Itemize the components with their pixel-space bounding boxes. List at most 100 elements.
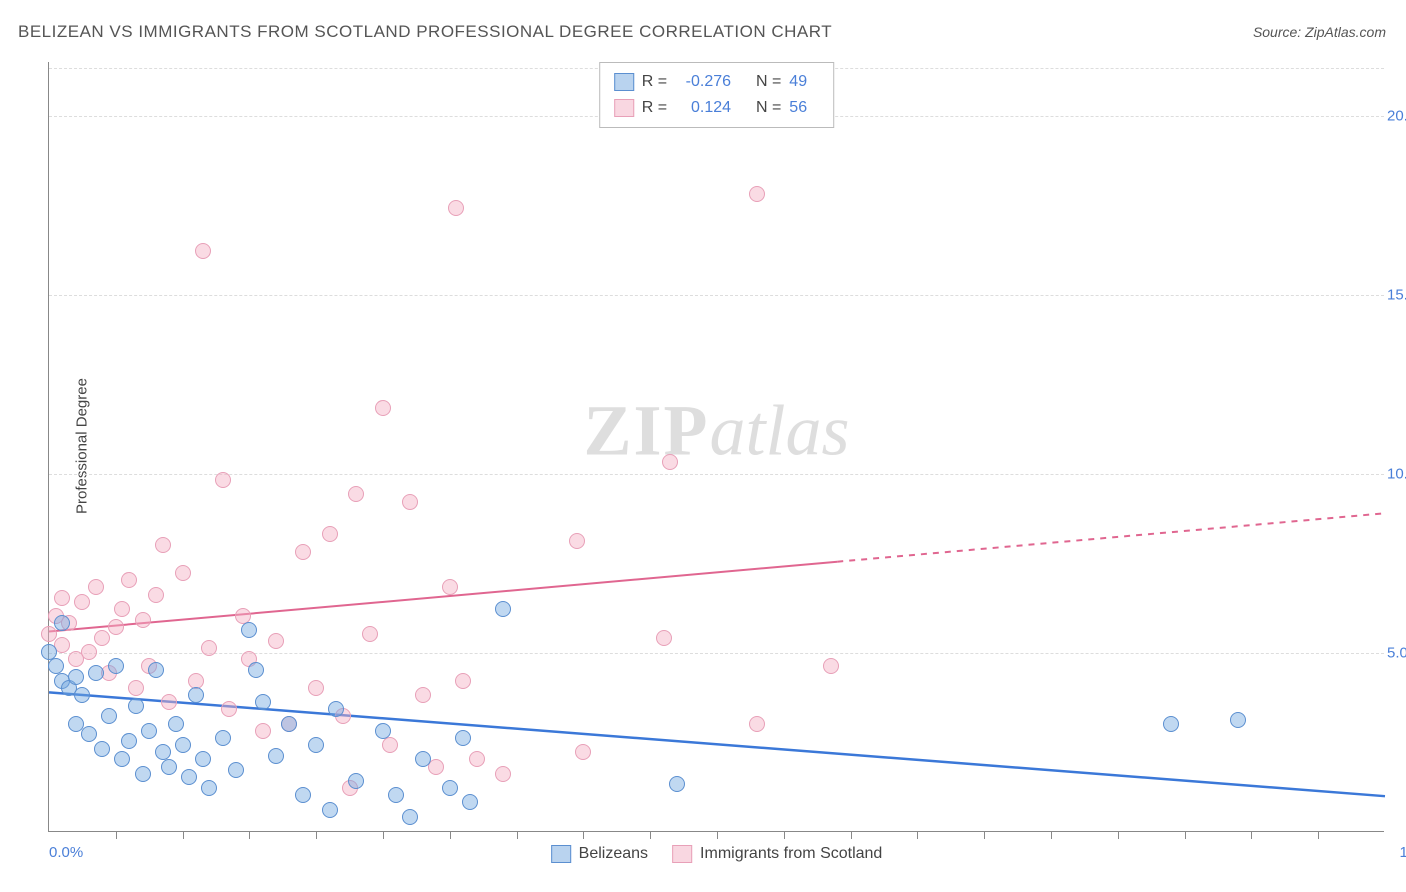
scatter-point (308, 737, 324, 753)
scatter-point (68, 669, 84, 685)
scatter-point (455, 673, 471, 689)
scatter-point (295, 787, 311, 803)
scatter-point (295, 544, 311, 560)
scatter-point (81, 644, 97, 660)
legend-item-blue: Belizeans (551, 845, 648, 863)
legend-label-pink: Immigrants from Scotland (700, 845, 882, 863)
scatter-point (348, 773, 364, 789)
scatter-point (749, 716, 765, 732)
scatter-point (201, 780, 217, 796)
legend: Belizeans Immigrants from Scotland (551, 845, 883, 863)
scatter-point (362, 626, 378, 642)
scatter-point (148, 587, 164, 603)
trend-line-pink-dashed (837, 513, 1385, 561)
scatter-point (114, 751, 130, 767)
stats-row-blue: R = -0.276 N = 49 (614, 69, 820, 95)
scatter-point (175, 737, 191, 753)
x-tick-mark (1051, 831, 1052, 839)
x-tick-mark (851, 831, 852, 839)
x-tick-mark (717, 831, 718, 839)
scatter-point (101, 708, 117, 724)
x-tick-mark (116, 831, 117, 839)
x-tick-mark (383, 831, 384, 839)
scatter-point (402, 809, 418, 825)
scatter-point (148, 662, 164, 678)
legend-label-blue: Belizeans (579, 845, 648, 863)
scatter-point (108, 658, 124, 674)
x-tick-mark (784, 831, 785, 839)
scatter-point (94, 741, 110, 757)
scatter-point (348, 486, 364, 502)
scatter-point (54, 590, 70, 606)
scatter-point (823, 658, 839, 674)
scatter-point (168, 716, 184, 732)
trend-lines (49, 62, 1384, 831)
scatter-point (215, 472, 231, 488)
scatter-point (495, 601, 511, 617)
stats-n-label: N = (756, 73, 781, 91)
legend-swatch-pink (672, 845, 692, 863)
trend-line-pink-solid (49, 562, 837, 632)
scatter-point (201, 640, 217, 656)
scatter-point (114, 601, 130, 617)
y-tick-label: 5.0% (1387, 644, 1406, 661)
stats-swatch-blue (614, 73, 634, 91)
stats-n-label: N = (756, 99, 781, 117)
scatter-point (415, 687, 431, 703)
x-tick-mark (984, 831, 985, 839)
source-attribution: Source: ZipAtlas.com (1253, 24, 1386, 40)
watermark-zip: ZIP (583, 391, 709, 471)
source-value: ZipAtlas.com (1305, 24, 1386, 40)
scatter-point (1163, 716, 1179, 732)
scatter-point (669, 776, 685, 792)
stats-r-value: -0.276 (675, 73, 731, 91)
x-tick-mark (1318, 831, 1319, 839)
source-label: Source: (1253, 24, 1301, 40)
x-tick-mark (583, 831, 584, 839)
stats-r-value: 0.124 (675, 99, 731, 117)
stats-r-label: R = (642, 99, 667, 117)
x-tick-left: 0.0% (49, 844, 83, 861)
scatter-point (569, 533, 585, 549)
scatter-point (221, 701, 237, 717)
scatter-point (322, 526, 338, 542)
scatter-point (375, 723, 391, 739)
scatter-point (88, 579, 104, 595)
trend-line-blue (49, 692, 1385, 796)
x-tick-mark (1118, 831, 1119, 839)
scatter-point (121, 572, 137, 588)
scatter-point (228, 762, 244, 778)
scatter-point (141, 723, 157, 739)
scatter-point (175, 565, 191, 581)
x-tick-mark (517, 831, 518, 839)
stats-r-label: R = (642, 73, 667, 91)
scatter-point (54, 615, 70, 631)
legend-item-pink: Immigrants from Scotland (672, 845, 882, 863)
scatter-point (308, 680, 324, 696)
scatter-point (161, 694, 177, 710)
stats-n-value: 56 (789, 99, 819, 117)
scatter-point (382, 737, 398, 753)
scatter-plot: ZIPatlas 5.0%10.0%15.0%20.0% R = -0.276 … (48, 62, 1384, 832)
x-tick-mark (450, 831, 451, 839)
stats-n-value: 49 (789, 73, 819, 91)
scatter-point (495, 766, 511, 782)
x-tick-mark (917, 831, 918, 839)
gridline (49, 474, 1384, 475)
scatter-point (88, 665, 104, 681)
scatter-point (121, 733, 137, 749)
chart-title: BELIZEAN VS IMMIGRANTS FROM SCOTLAND PRO… (18, 22, 832, 42)
scatter-point (128, 680, 144, 696)
scatter-point (322, 802, 338, 818)
x-tick-mark (1185, 831, 1186, 839)
scatter-point (108, 619, 124, 635)
x-tick-mark (249, 831, 250, 839)
scatter-point (81, 726, 97, 742)
scatter-point (241, 622, 257, 638)
scatter-point (749, 186, 765, 202)
scatter-point (255, 694, 271, 710)
scatter-point (268, 748, 284, 764)
stats-row-pink: R = 0.124 N = 56 (614, 95, 820, 121)
scatter-point (255, 723, 271, 739)
scatter-point (94, 630, 110, 646)
